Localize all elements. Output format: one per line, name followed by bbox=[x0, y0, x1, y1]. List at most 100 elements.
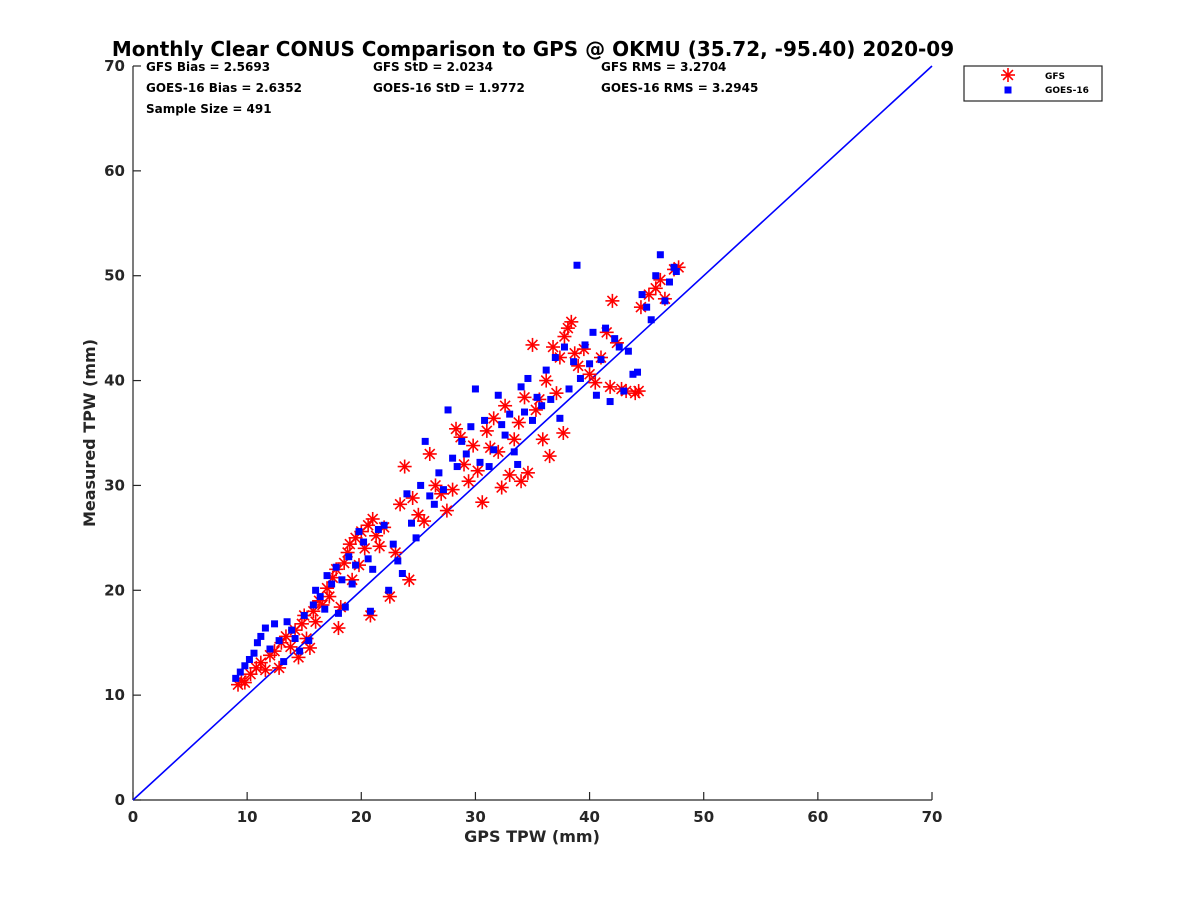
x-axis-title: GPS TPW (mm) bbox=[464, 827, 600, 846]
goes16-point bbox=[280, 658, 288, 666]
goes16-point bbox=[620, 387, 628, 395]
gfs-point bbox=[494, 480, 509, 495]
one-to-one-line bbox=[132, 65, 933, 801]
gfs-point bbox=[605, 293, 620, 308]
x-tick-label: 0 bbox=[128, 808, 138, 826]
goes16-point bbox=[490, 446, 498, 454]
gfs-point-stroke bbox=[584, 368, 596, 380]
goes16-point bbox=[592, 391, 600, 399]
goes16-point bbox=[517, 383, 525, 391]
y-tick-label: 10 bbox=[104, 686, 125, 704]
x-tick-label: 70 bbox=[922, 808, 943, 826]
goes16-point bbox=[275, 637, 283, 645]
goes16-point bbox=[369, 565, 377, 573]
goes16-point bbox=[380, 521, 388, 529]
goes16-point bbox=[296, 647, 304, 655]
gfs-point-stroke bbox=[384, 591, 396, 603]
gfs-point-stroke bbox=[476, 496, 488, 508]
gfs-point bbox=[525, 337, 540, 352]
goes16-point bbox=[573, 261, 581, 269]
gfs-point-stroke bbox=[458, 458, 470, 470]
y-tick-label: 0 bbox=[115, 791, 125, 809]
stat-gfs-std: GFS StD = 2.0234 bbox=[373, 60, 493, 74]
goes16-point bbox=[245, 655, 253, 663]
goes16-point bbox=[408, 519, 416, 527]
goes16-point bbox=[389, 540, 397, 548]
gfs-point-stroke bbox=[540, 375, 552, 387]
goes16-point bbox=[257, 632, 265, 640]
gfs-point-stroke bbox=[515, 475, 527, 487]
goes16-point bbox=[261, 624, 269, 632]
gfs-point-stroke bbox=[601, 326, 613, 338]
goes16-point bbox=[570, 358, 578, 366]
gfs-point bbox=[388, 545, 403, 560]
gfs-point bbox=[402, 572, 417, 587]
x-tick-label: 10 bbox=[237, 808, 258, 826]
gfs-point bbox=[445, 482, 460, 497]
gfs-point bbox=[308, 614, 323, 629]
gfs-point-stroke bbox=[633, 385, 645, 397]
gfs-point-stroke bbox=[537, 433, 549, 445]
gfs-point bbox=[560, 321, 575, 336]
gfs-point-stroke bbox=[394, 498, 406, 510]
gfs-point-stroke bbox=[606, 295, 618, 307]
goes16-point bbox=[514, 460, 522, 468]
gfs-point-stroke bbox=[481, 425, 493, 437]
goes16-point bbox=[250, 649, 258, 657]
series-goes16-points bbox=[232, 251, 680, 682]
gfs-point-stroke bbox=[269, 645, 281, 657]
goes16-point bbox=[615, 343, 623, 351]
x-tick-label: 60 bbox=[807, 808, 828, 826]
gfs-point-stroke bbox=[513, 416, 525, 429]
legend-goes16-marker bbox=[1004, 86, 1012, 94]
legend-gfs-marker-stroke bbox=[1002, 69, 1014, 81]
stat-gfs-bias: GFS Bias = 2.5693 bbox=[146, 60, 270, 74]
legend: GFS GOES-16 bbox=[963, 65, 1103, 102]
goes16-point bbox=[364, 555, 372, 563]
goes16-point bbox=[334, 609, 342, 617]
y-tick-label: 30 bbox=[104, 476, 125, 494]
legend-box bbox=[963, 65, 1103, 102]
goes16-point bbox=[565, 385, 573, 393]
legend-gfs-marker bbox=[1001, 68, 1015, 82]
gfs-point-stroke bbox=[499, 400, 511, 412]
goes16-point bbox=[589, 328, 597, 336]
gfs-point bbox=[393, 497, 408, 512]
gfs-point-stroke bbox=[255, 657, 267, 669]
goes16-point bbox=[338, 576, 346, 584]
gfs-point bbox=[428, 478, 443, 493]
gfs-point bbox=[486, 411, 501, 426]
gfs-point-stroke bbox=[492, 446, 504, 458]
gfs-point bbox=[507, 432, 522, 447]
goes16-point bbox=[560, 343, 568, 351]
goes16-point bbox=[398, 570, 406, 578]
gfs-point-stroke bbox=[455, 431, 467, 443]
gfs-point-stroke bbox=[310, 616, 322, 628]
goes16-point bbox=[656, 251, 664, 259]
goes16-point bbox=[291, 635, 299, 643]
goes16-point bbox=[551, 354, 559, 362]
gfs-point bbox=[564, 314, 579, 329]
goes16-point bbox=[316, 593, 324, 601]
gfs-point bbox=[539, 373, 554, 388]
gfs-point-stroke bbox=[611, 337, 623, 349]
gfs-point-stroke bbox=[472, 465, 484, 477]
goes16-point bbox=[360, 538, 368, 546]
gfs-point-stroke bbox=[403, 574, 415, 586]
gfs-point-stroke bbox=[565, 316, 577, 328]
goes16-point bbox=[481, 416, 489, 424]
gfs-point bbox=[461, 474, 476, 489]
goes16-point bbox=[606, 398, 614, 406]
goes16-point bbox=[352, 561, 360, 569]
gfs-point-stroke bbox=[450, 423, 462, 435]
gfs-point-stroke bbox=[544, 450, 556, 462]
goes16-point bbox=[309, 601, 317, 609]
gfs-point-stroke bbox=[467, 440, 479, 452]
chart-title: Monthly Clear CONUS Comparison to GPS @ … bbox=[112, 37, 954, 61]
x-tick-label: 40 bbox=[579, 808, 600, 826]
gfs-point-stroke bbox=[569, 347, 581, 359]
gfs-point bbox=[535, 432, 550, 447]
gfs-point bbox=[417, 514, 432, 529]
gfs-point bbox=[258, 662, 273, 677]
gfs-point-stroke bbox=[323, 591, 335, 603]
